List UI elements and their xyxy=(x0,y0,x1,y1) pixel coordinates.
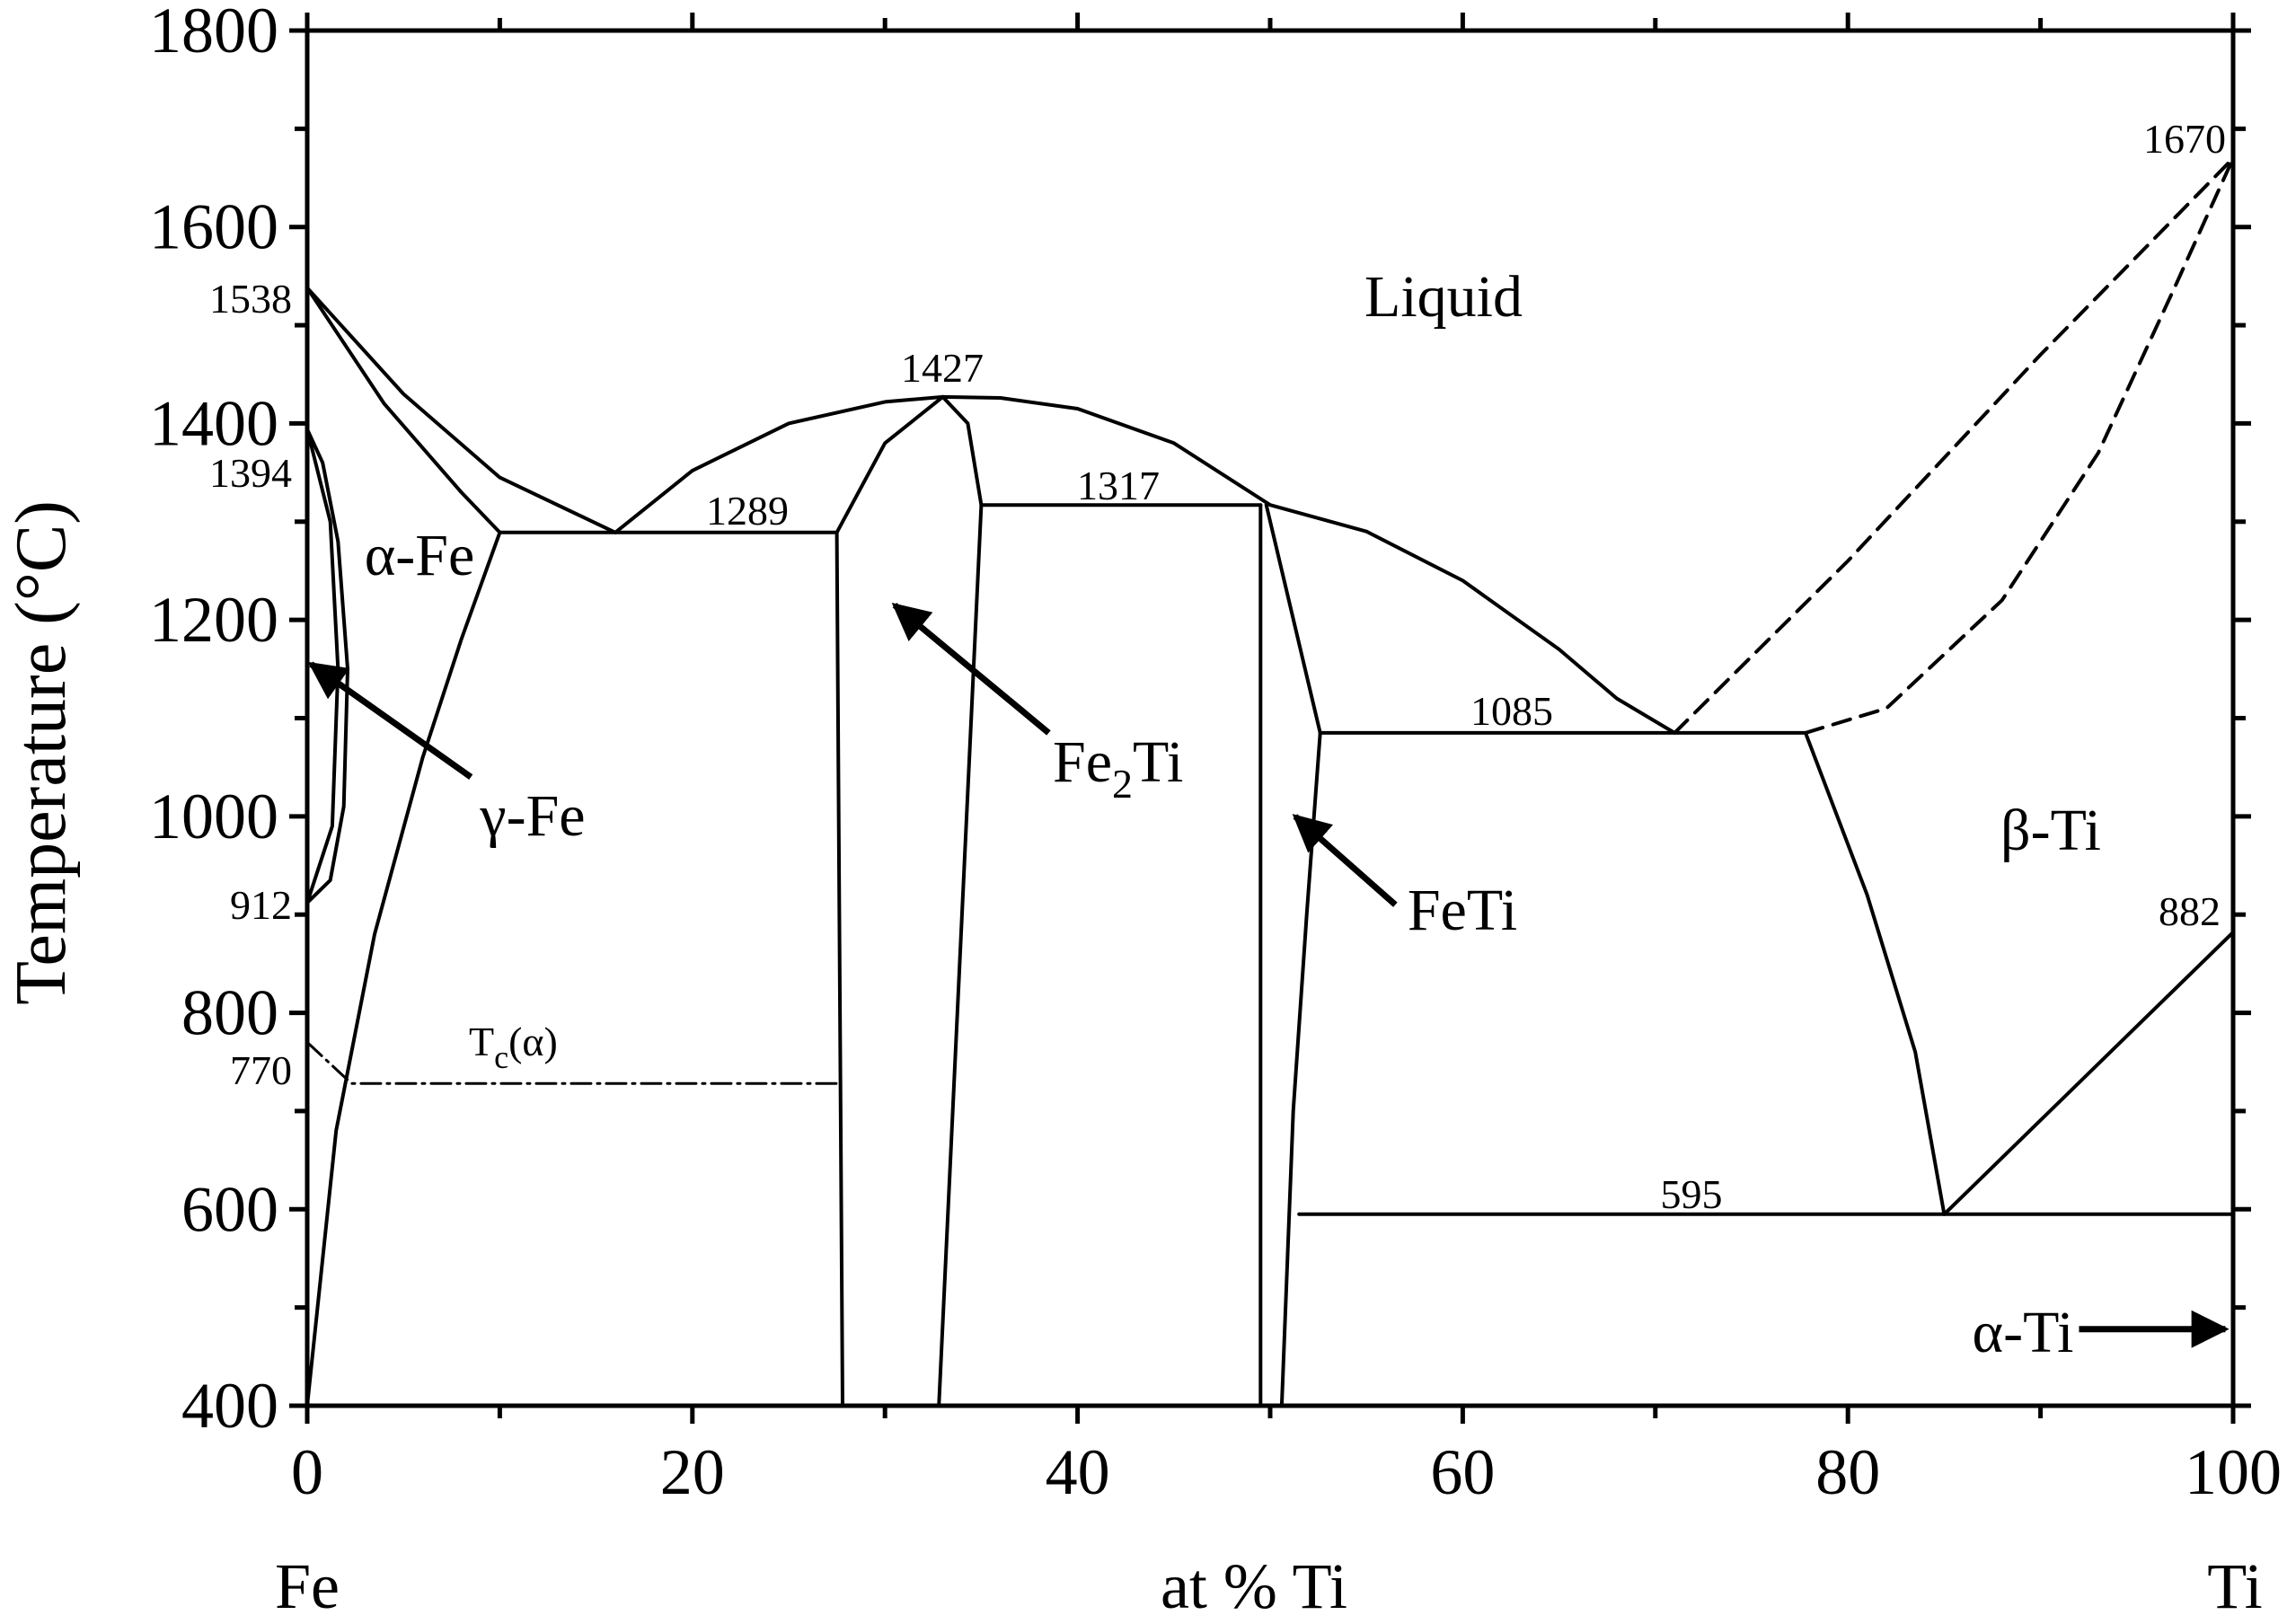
phase-label-fe2ti: Fe2Ti xyxy=(1053,729,1183,807)
temp-label-595: 595 xyxy=(1661,1171,1723,1217)
x-tick-label: 40 xyxy=(1046,1436,1110,1508)
phase-boundaries-group xyxy=(305,156,2235,1408)
y-tick-label: 1400 xyxy=(149,387,278,459)
phase-boundary-0 xyxy=(305,286,617,534)
temp-label-1394: 1394 xyxy=(209,450,292,496)
phase-boundary-10 xyxy=(937,503,984,1408)
phase-boundary-9 xyxy=(940,394,984,508)
phase-boundary-21 xyxy=(305,1040,839,1085)
axes-group: 0 20 40 60 80 100 400 600 800 1000 1200 1400 1600 180… xyxy=(149,0,2282,1508)
phase-boundary-19 xyxy=(1673,156,2235,735)
temp-label-1289: 1289 xyxy=(706,488,789,534)
temp-label-1085: 1085 xyxy=(1470,688,1553,734)
tc-main: T xyxy=(469,1019,494,1064)
x-tick-label: 80 xyxy=(1815,1436,1880,1508)
x-tick-label: 60 xyxy=(1430,1436,1495,1508)
x-tick-label: 0 xyxy=(291,1436,323,1508)
y-tick-label: 1800 xyxy=(149,0,278,66)
phase-boundary-20 xyxy=(1804,156,2235,735)
phase-boundary-2 xyxy=(614,394,1677,735)
temp-label-1317: 1317 xyxy=(1077,463,1160,508)
temp-label-1670: 1670 xyxy=(2143,116,2226,162)
temp-label-1538: 1538 xyxy=(209,276,292,322)
temp-label-912: 912 xyxy=(230,882,292,928)
x-axis-title: at % Ti xyxy=(1161,1550,1347,1622)
plot-frame xyxy=(305,28,2236,1408)
phase-boundary-4 xyxy=(305,530,502,1408)
curie-temp-label: Tc(α) xyxy=(469,1019,558,1075)
phase-label-feti: FeTi xyxy=(1408,878,1517,943)
y-tick-label: 400 xyxy=(181,1370,278,1442)
phase-label-liquid: Liquid xyxy=(1364,264,1523,330)
phase-boundary-8 xyxy=(834,394,945,534)
temp-label-770: 770 xyxy=(230,1047,292,1093)
tc-tail: (α) xyxy=(508,1019,558,1064)
arrow-fe2ti xyxy=(891,603,1051,736)
phase-label-gamma-fe: γ-Fe xyxy=(479,783,585,849)
fe2ti-sub: 2 xyxy=(1112,761,1133,807)
phase-boundary-7 xyxy=(834,530,844,1408)
x-tick-label: 100 xyxy=(2185,1436,2282,1508)
phase-boundary-16 xyxy=(1804,730,1947,1216)
temp-label-1427: 1427 xyxy=(901,345,984,391)
x-axis-end-label-ti: Ti xyxy=(2207,1550,2262,1622)
x-axis-end-label-fe: Fe xyxy=(275,1550,340,1622)
phase-boundary-13 xyxy=(1264,503,1322,735)
y-tick-label: 800 xyxy=(181,977,278,1049)
y-tick-label: 1000 xyxy=(149,781,278,852)
y-tick-label: 600 xyxy=(181,1173,278,1245)
fe2ti-tail: Ti xyxy=(1133,729,1183,795)
y-tick-label: 1600 xyxy=(149,191,278,263)
arrow-gamma_fe xyxy=(307,661,473,780)
labels-group: Temperature (°C) at % Ti Fe Ti 1538 1394… xyxy=(2,116,2263,1622)
phase-label-alpha-fe: α-Fe xyxy=(365,523,475,588)
phase-label-alpha-ti: α-Ti xyxy=(1973,1300,2074,1365)
phase-boundary-1 xyxy=(305,286,502,534)
tc-sub: c xyxy=(494,1039,508,1075)
arrows-group xyxy=(307,603,2230,1348)
phase-boundary-18 xyxy=(1942,930,2235,1216)
fe2ti-main: Fe xyxy=(1053,729,1112,795)
arrow-feti xyxy=(1292,814,1398,907)
y-tick-label: 1200 xyxy=(149,584,278,656)
phase-label-beta-ti: β-Ti xyxy=(2000,798,2101,863)
y-axis-title: Temperature (°C) xyxy=(2,500,81,1005)
x-tick-label: 20 xyxy=(660,1436,725,1508)
temp-label-882: 882 xyxy=(2159,888,2221,934)
